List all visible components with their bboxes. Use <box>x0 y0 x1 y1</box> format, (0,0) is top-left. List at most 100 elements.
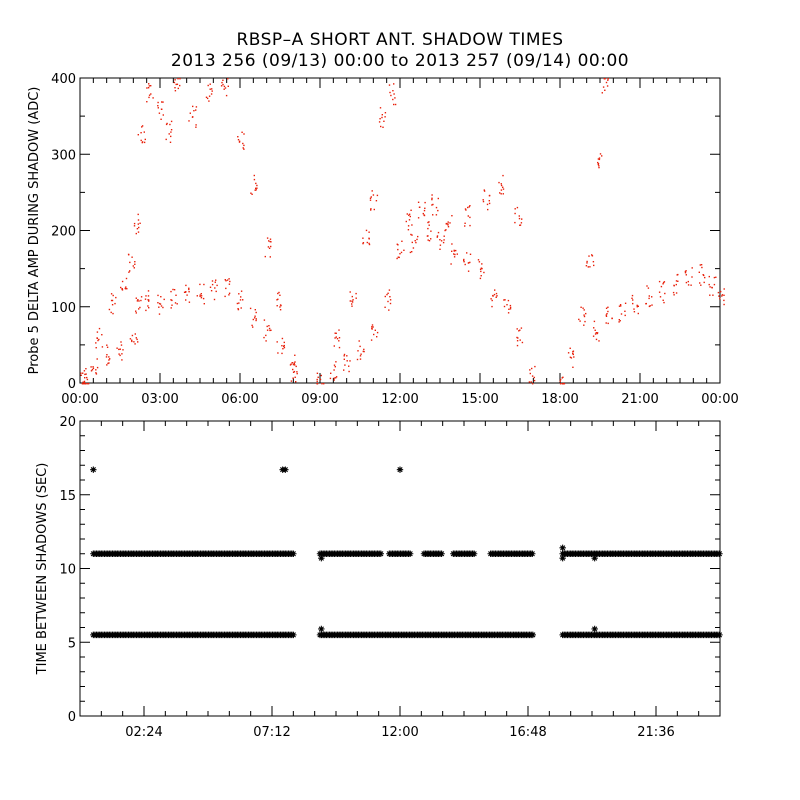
data-point <box>200 297 203 299</box>
data-point <box>335 376 338 378</box>
data-point <box>528 381 531 383</box>
data-point <box>179 84 181 87</box>
data-point <box>431 197 433 199</box>
data-point <box>427 221 429 224</box>
data-point <box>226 279 229 281</box>
data-point <box>278 291 280 294</box>
data-point <box>252 326 254 328</box>
data-point <box>90 370 93 372</box>
data-point <box>343 353 346 356</box>
data-point <box>491 299 493 302</box>
data-point <box>447 226 450 228</box>
data-point <box>685 274 687 276</box>
data-point <box>129 338 132 340</box>
data-point <box>509 304 512 307</box>
data-point <box>150 93 152 95</box>
data-point <box>133 225 136 227</box>
outlier-point <box>318 625 325 633</box>
data-point <box>516 340 519 342</box>
data-point <box>480 275 482 277</box>
data-point <box>173 81 176 84</box>
data-point <box>598 158 601 161</box>
data-point <box>583 309 585 311</box>
data-point <box>516 206 519 209</box>
data-point <box>492 294 494 297</box>
data-point <box>408 213 411 215</box>
data-point <box>631 294 634 297</box>
data-point <box>624 310 626 312</box>
data-point <box>451 243 453 245</box>
data-point <box>439 239 441 241</box>
data-point <box>268 240 270 242</box>
data-point <box>176 303 178 305</box>
data-point <box>294 376 296 378</box>
data-point <box>329 377 332 380</box>
data-point <box>202 297 205 300</box>
data-point <box>162 114 164 116</box>
data-point <box>449 222 451 224</box>
data-point <box>148 96 150 99</box>
data-point <box>436 235 439 237</box>
data-point <box>362 237 364 239</box>
data-point <box>220 85 223 87</box>
data-point <box>252 318 254 321</box>
data-point <box>662 281 665 284</box>
data-point <box>559 383 562 385</box>
data-point <box>207 84 209 87</box>
data-point <box>108 308 111 311</box>
data-point <box>105 356 108 358</box>
data-point <box>279 304 282 306</box>
data-point <box>170 135 172 138</box>
data-point <box>111 299 114 302</box>
data-point <box>110 293 113 295</box>
data-point <box>98 338 100 341</box>
data-point <box>406 550 414 557</box>
data-point <box>415 241 417 244</box>
data-point <box>211 88 213 90</box>
data-point <box>588 255 590 257</box>
data-point <box>157 107 159 109</box>
data-point <box>333 345 335 347</box>
data-point <box>188 291 190 293</box>
data-point <box>443 239 445 241</box>
data-point <box>281 337 284 340</box>
data-point <box>598 166 600 169</box>
data-point <box>96 366 99 369</box>
data-point <box>582 307 584 309</box>
data-point <box>370 208 372 210</box>
data-point <box>436 236 438 238</box>
data-point <box>254 309 256 311</box>
data-point <box>597 163 599 166</box>
data-point <box>333 377 335 379</box>
data-point <box>701 266 703 269</box>
data-point <box>691 276 693 278</box>
data-point <box>405 220 407 223</box>
data-point <box>174 302 177 304</box>
data-point <box>514 212 516 215</box>
data-point <box>195 126 197 128</box>
data-point <box>480 267 483 269</box>
data-point <box>607 78 609 80</box>
data-point <box>428 224 430 226</box>
data-point <box>624 302 627 304</box>
data-point <box>176 83 179 85</box>
data-point <box>502 188 505 190</box>
data-point <box>618 305 621 307</box>
y-tick-label: 300 <box>51 148 76 163</box>
data-point <box>84 373 86 376</box>
data-point <box>430 230 432 232</box>
data-point <box>146 87 148 89</box>
data-point <box>199 295 201 297</box>
data-point <box>206 97 209 100</box>
data-point <box>417 217 420 219</box>
data-point <box>583 315 586 318</box>
data-point <box>687 284 690 286</box>
data-point <box>270 329 272 331</box>
data-point <box>238 141 241 143</box>
data-point <box>593 327 595 329</box>
data-point <box>445 229 447 231</box>
data-point <box>416 238 418 241</box>
data-point <box>294 364 296 366</box>
data-point <box>620 305 622 307</box>
data-point <box>224 279 226 281</box>
